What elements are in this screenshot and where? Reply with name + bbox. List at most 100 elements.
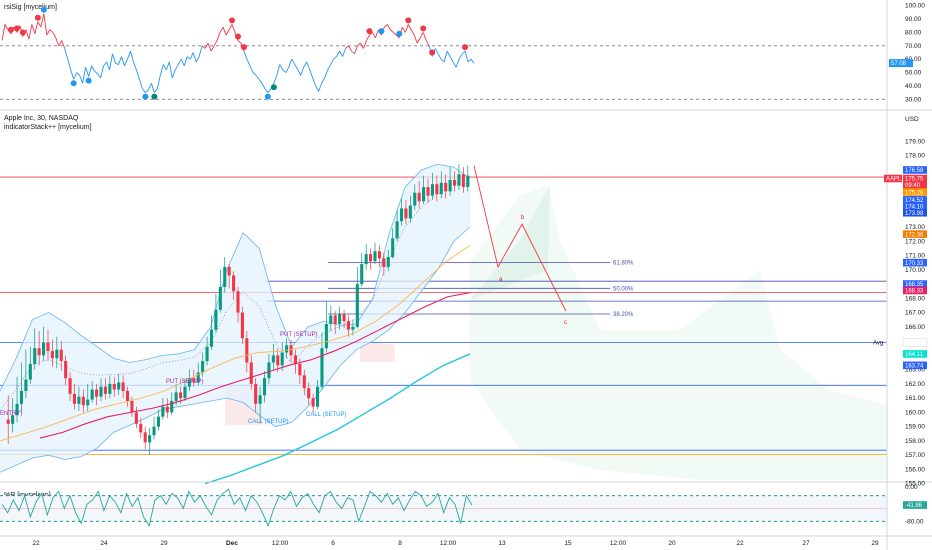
wr-tick-label: 0.00 [905,484,918,491]
price-tick-label: 167.00 [905,310,925,317]
rsi-signal-marker [85,77,92,84]
candle-body [209,329,214,347]
rsi-line-segment [180,58,185,67]
candle-body [271,355,275,363]
price-tag-text: 163.74 [905,364,924,370]
rsi-line-segment [446,50,451,57]
rsi-line-segment [231,24,236,33]
candle-body [254,383,258,404]
price-scale[interactable]: 100.00 90.00 80.00 70.00 60.00 50.00 40.00 30.0… [884,3,928,526]
candle-body [130,400,134,413]
candle-body [461,174,465,188]
price-pane[interactable]: Apple Inc, 30, NASDAQ indicatorStack++ [… [0,115,887,485]
rsi-line-segment [303,61,308,68]
rsi-line-segment [91,65,96,72]
rsi-line-segment [222,26,227,36]
price-tag [903,188,927,196]
rsi-line-segment [416,37,421,44]
rsi-signal-marker [378,28,385,35]
rsi-line-segment [407,24,412,30]
candle-body [95,389,99,397]
price-tick-label: 160.00 [905,409,925,416]
rsi-pane[interactable]: rsiSig [mycelium] [0,4,887,100]
rsi-line-segment [404,24,409,33]
candle-body [399,208,404,222]
rsi-line-segment [336,50,340,57]
rsi-signal-marker [142,93,149,100]
rsi-line-segment [165,61,170,71]
rsi-line-segment [124,58,128,67]
wave-label: b [521,215,525,221]
time-tick-label: 12:00 [610,540,627,547]
rsi-line-segment [285,66,290,73]
candle-body [121,382,125,392]
wr-tick-label: -80.00 [905,518,924,525]
rsi-line-segment [455,59,460,68]
rsi-tick-label: 90.00 [905,16,922,23]
candle-body [205,346,209,362]
rsi-line-segment [52,32,57,38]
price-tag [903,350,927,358]
rsi-line-segment [425,40,430,47]
signal-label: CALL (SETUP) [306,412,346,418]
trend-line-cyan [204,353,471,485]
bollinger-inner-dotted [0,182,471,411]
candle-body [174,392,178,401]
candle-body [90,389,94,400]
williams-r-pane[interactable]: %R [mycelium] [0,488,887,527]
rsi-tick-label: 50.00 [905,70,922,77]
candle-body [55,349,59,359]
rsi-line-segment [467,58,472,63]
time-axis[interactable]: 22 24 29 Dec 12:00 6 8 12:00 13 15 12:00 20 22 27 29 [32,540,879,547]
price-tag [903,166,927,174]
candle-body [86,399,90,406]
time-tick-label: 22 [736,540,744,547]
rsi-line-segment [351,50,355,55]
wr-grid [0,495,887,522]
ticker-tag-text: AAPL [886,177,902,183]
rsi-signal-marker [240,44,247,51]
bollinger-lower [0,226,471,473]
rsi-line-segment [461,50,466,55]
candle-body [298,363,302,376]
rsi-line-segment [294,64,299,71]
rsi-line-segment [386,24,391,30]
candle-body [19,391,24,404]
rsi-line-segment [133,61,137,71]
candle-body [108,383,112,394]
rsi-tick-label: 80.00 [905,29,922,36]
ma-slow-line [39,292,471,439]
candle-body [170,400,174,413]
rsi-line-segment [201,45,206,49]
candle-body [404,208,408,219]
price-tick-label: 172.00 [905,238,925,245]
price-tag-text: 173.98 [905,211,924,217]
wave-label: a [499,277,503,283]
rsi-line-segment [174,64,179,71]
projection-cloud-inner [470,185,550,300]
rsi-tick-label: 40.00 [905,83,922,90]
rsi-line-segment [228,24,233,30]
rsi-line-segment [470,58,475,64]
rsi-line-segment [243,50,248,60]
candle-body [64,361,68,379]
candle-body [103,386,107,394]
rsi-line-segment [219,26,224,33]
rsi-line-segment [210,45,215,52]
rsi-line-segment [46,29,51,36]
rsi-line-segment [374,29,379,38]
candle-body [311,398,315,407]
rsi-line-segment [246,58,251,67]
rsi-line-segment [333,56,337,60]
wr-value-text: -41.86 [905,503,923,509]
rsi-line-segment [339,50,343,57]
price-tag-text: 170.33 [905,261,924,267]
rsi-line-segment [434,48,439,55]
candle-body [435,184,439,195]
price-tag-text: 175.28 [905,190,924,196]
candle-body [329,315,333,324]
rsi-line-segment [449,56,454,63]
candle-body [320,348,324,387]
candle-body [360,264,364,285]
candle-body [333,315,337,324]
